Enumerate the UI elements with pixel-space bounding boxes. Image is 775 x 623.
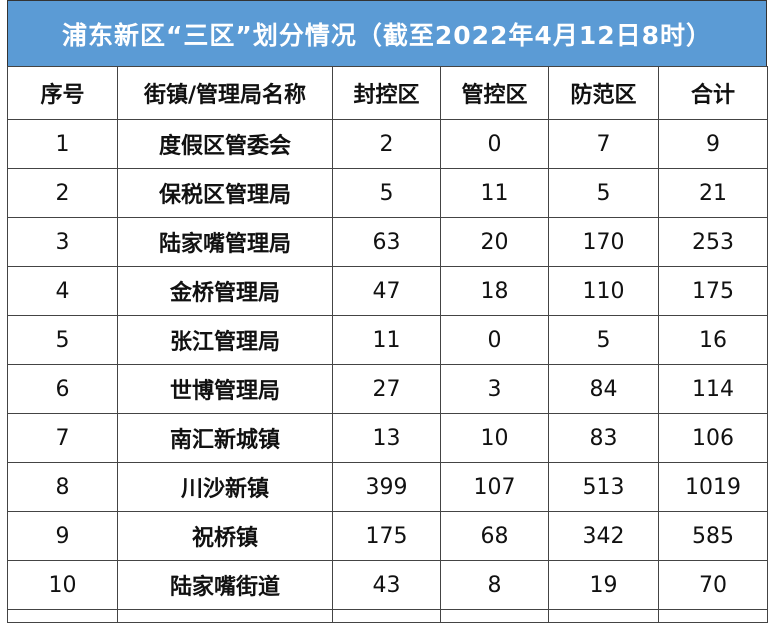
cell-total: 175 — [658, 266, 768, 316]
table-row: 10 陆家嘴街道 43 8 19 70 — [7, 560, 768, 610]
cell-total: 1019 — [658, 462, 768, 512]
cell-total: 106 — [658, 413, 768, 463]
cell-name: 陆家嘴管理局 — [117, 217, 333, 267]
header-fengkong: 封控区 — [332, 66, 441, 120]
cell-name: 金桥管理局 — [117, 266, 333, 316]
cell-total: 70 — [658, 560, 768, 610]
table-row: 4 金桥管理局 47 18 110 175 — [7, 266, 768, 316]
cell-fangfan: 19 — [548, 560, 659, 610]
cell-fengkong: 13 — [332, 413, 441, 463]
cell-guankong: 18 — [440, 266, 549, 316]
cell-fangfan: 513 — [548, 462, 659, 512]
cell-name: 陆家嘴街道 — [117, 560, 333, 610]
cell-total: 9 — [658, 119, 768, 169]
cell-index: 4 — [7, 266, 118, 316]
header-fangfan: 防范区 — [548, 66, 659, 120]
cell-total: 114 — [658, 364, 768, 414]
cell-empty — [548, 609, 659, 623]
cell-fengkong: 2 — [332, 119, 441, 169]
cell-empty — [658, 609, 768, 623]
table-body: 1 度假区管委会 2 0 7 9 2 保税区管理局 5 11 5 21 3 陆家… — [7, 119, 768, 623]
cell-guankong: 10 — [440, 413, 549, 463]
cell-total: 253 — [658, 217, 768, 267]
cell-index: 3 — [7, 217, 118, 267]
table-row: 3 陆家嘴管理局 63 20 170 253 — [7, 217, 768, 267]
cell-total: 585 — [658, 511, 768, 561]
table-row-partial — [7, 609, 768, 623]
cell-fengkong: 47 — [332, 266, 441, 316]
table-row: 9 祝桥镇 175 68 342 585 — [7, 511, 768, 561]
header-row: 序号 街镇/管理局名称 封控区 管控区 防范区 合计 — [7, 66, 768, 120]
table-title: 浦东新区“三区”划分情况（截至2022年4月12日8时） — [7, 0, 767, 66]
cell-index: 10 — [7, 560, 118, 610]
cell-index: 6 — [7, 364, 118, 414]
table-row: 8 川沙新镇 399 107 513 1019 — [7, 462, 768, 512]
cell-name: 祝桥镇 — [117, 511, 333, 561]
cell-index: 9 — [7, 511, 118, 561]
districts-table: 序号 街镇/管理局名称 封控区 管控区 防范区 合计 1 度假区管委会 2 0 … — [7, 66, 768, 623]
cell-name: 世博管理局 — [117, 364, 333, 414]
table-row: 7 南汇新城镇 13 10 83 106 — [7, 413, 768, 463]
districts-table-sheet: 浦东新区“三区”划分情况（截至2022年4月12日8时） 序号 街镇/管理局名称… — [7, 0, 768, 623]
cell-empty — [440, 609, 549, 623]
table-row: 2 保税区管理局 5 11 5 21 — [7, 168, 768, 218]
cell-guankong: 11 — [440, 168, 549, 218]
cell-name: 川沙新镇 — [117, 462, 333, 512]
cell-fengkong: 175 — [332, 511, 441, 561]
cell-fangfan: 7 — [548, 119, 659, 169]
cell-fangfan: 83 — [548, 413, 659, 463]
cell-name: 保税区管理局 — [117, 168, 333, 218]
table-row: 5 张江管理局 11 0 5 16 — [7, 315, 768, 365]
header-name: 街镇/管理局名称 — [117, 66, 333, 120]
cell-fangfan: 170 — [548, 217, 659, 267]
cell-guankong: 3 — [440, 364, 549, 414]
table-row: 6 世博管理局 27 3 84 114 — [7, 364, 768, 414]
cell-index: 7 — [7, 413, 118, 463]
cell-name: 度假区管委会 — [117, 119, 333, 169]
cell-index: 1 — [7, 119, 118, 169]
header-index: 序号 — [7, 66, 118, 120]
cell-guankong: 0 — [440, 315, 549, 365]
cell-fangfan: 5 — [548, 315, 659, 365]
cell-fengkong: 11 — [332, 315, 441, 365]
cell-fengkong: 43 — [332, 560, 441, 610]
cell-name: 张江管理局 — [117, 315, 333, 365]
cell-fengkong: 27 — [332, 364, 441, 414]
cell-fangfan: 5 — [548, 168, 659, 218]
cell-empty — [7, 609, 118, 623]
cell-empty — [117, 609, 333, 623]
cell-fangfan: 84 — [548, 364, 659, 414]
cell-fengkong: 5 — [332, 168, 441, 218]
cell-index: 5 — [7, 315, 118, 365]
cell-guankong: 107 — [440, 462, 549, 512]
cell-total: 21 — [658, 168, 768, 218]
cell-empty — [332, 609, 441, 623]
header-guankong: 管控区 — [440, 66, 549, 120]
cell-guankong: 20 — [440, 217, 549, 267]
cell-total: 16 — [658, 315, 768, 365]
cell-guankong: 0 — [440, 119, 549, 169]
header-total: 合计 — [658, 66, 768, 120]
cell-index: 2 — [7, 168, 118, 218]
cell-guankong: 68 — [440, 511, 549, 561]
cell-fangfan: 342 — [548, 511, 659, 561]
cell-fengkong: 63 — [332, 217, 441, 267]
cell-fangfan: 110 — [548, 266, 659, 316]
table-row: 1 度假区管委会 2 0 7 9 — [7, 119, 768, 169]
cell-index: 8 — [7, 462, 118, 512]
cell-guankong: 8 — [440, 560, 549, 610]
cell-name: 南汇新城镇 — [117, 413, 333, 463]
cell-fengkong: 399 — [332, 462, 441, 512]
